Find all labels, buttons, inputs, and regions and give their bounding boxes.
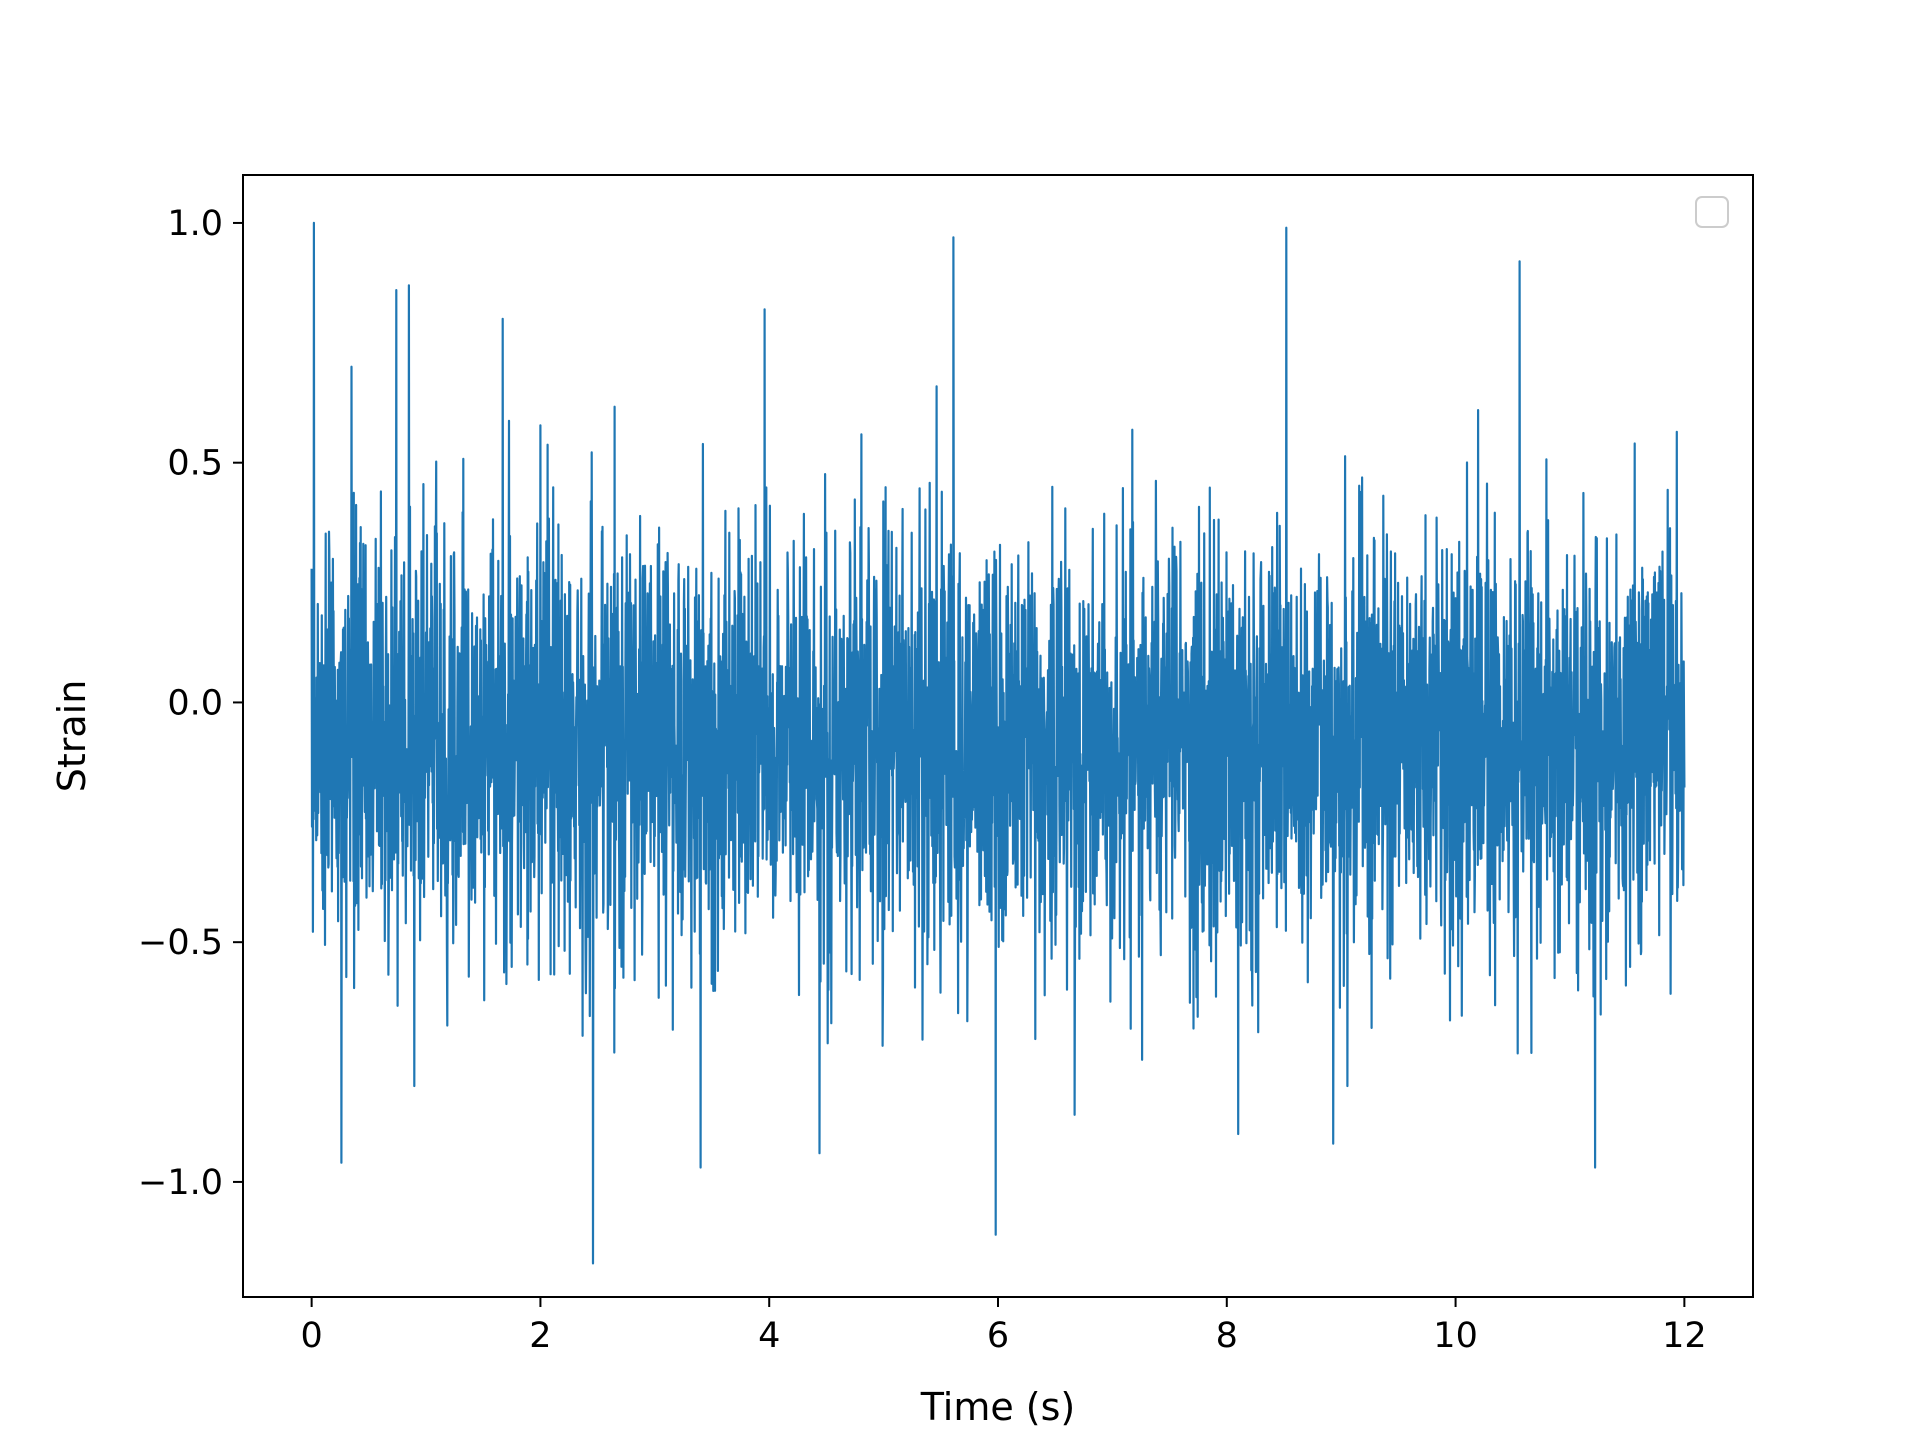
y-tick-label: 1.0 (167, 204, 223, 244)
x-tick-label: 12 (1662, 1316, 1707, 1356)
y-tick-label: 0.0 (167, 683, 223, 723)
y-axis: −1.0 −0.5 0.0 0.5 1.0 (138, 204, 243, 1203)
legend-box (1695, 196, 1729, 228)
x-tick-label: 8 (1216, 1316, 1238, 1356)
x-axis-label: Time (s) (920, 1385, 1076, 1429)
x-axis: 0 2 4 6 8 10 12 (300, 1297, 1707, 1356)
y-tick-label: 0.5 (167, 444, 223, 484)
y-tick-label: −1.0 (138, 1163, 223, 1203)
x-tick-label: 0 (300, 1316, 322, 1356)
x-tick-label: 2 (529, 1316, 551, 1356)
x-tick-label: 6 (987, 1316, 1009, 1356)
x-tick-label: 10 (1433, 1316, 1478, 1356)
strain-series-line (310, 221, 1686, 1265)
plot-area (310, 221, 1686, 1265)
y-axis-label: Strain (50, 680, 94, 793)
y-tick-label: −0.5 (138, 923, 223, 963)
x-tick-label: 4 (758, 1316, 780, 1356)
